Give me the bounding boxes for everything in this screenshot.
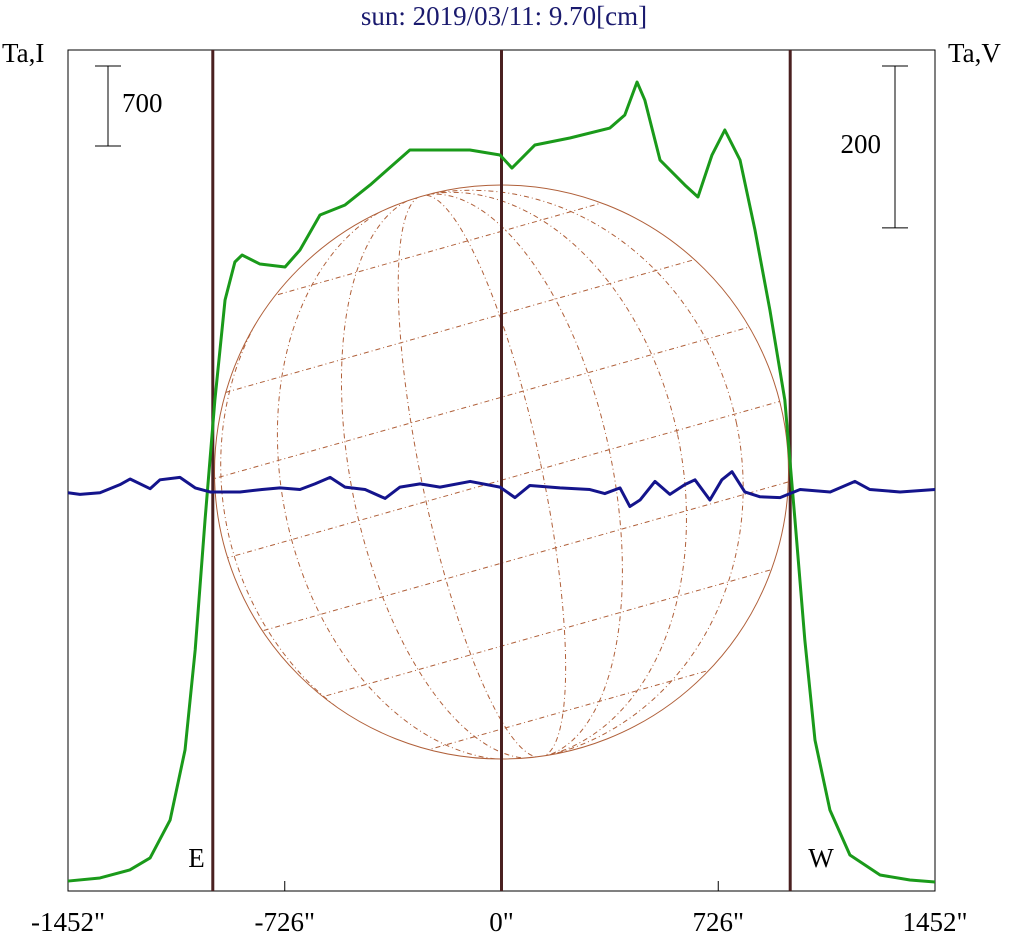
y2-axis-label: Ta,V (948, 38, 1001, 68)
x-tick-label: 726" (692, 907, 744, 937)
scale-bar-label: 700 (122, 88, 163, 118)
x-tick-label: 0" (489, 907, 514, 937)
scale-bar-label: 200 (841, 129, 882, 159)
marker-label: E (188, 843, 205, 873)
marker-label: W (808, 843, 834, 873)
x-tick-label: -1452" (31, 907, 105, 937)
series-line (67, 80, 936, 884)
series-line (67, 470, 936, 509)
x-tick-label: 1452" (902, 907, 967, 937)
y-axis-label: Ta,I (2, 38, 44, 68)
x-tick-label: -726" (254, 907, 315, 937)
chart-title: sun: 2019/03/11: 9.70[cm] (361, 1, 647, 31)
